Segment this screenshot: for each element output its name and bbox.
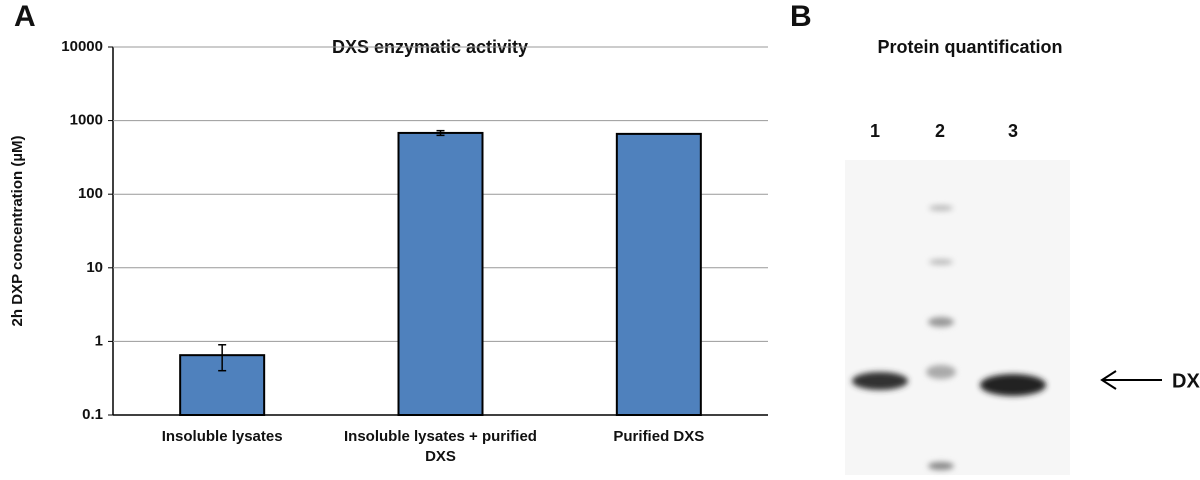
y-tick-label: 1 <box>95 332 103 349</box>
lane-label: 1 <box>870 121 880 141</box>
gel-title: Protein quantification <box>877 37 1062 57</box>
y-axis-label: 2h DXP concentration (µM) <box>9 136 26 327</box>
band-label: DXS <box>1172 370 1200 392</box>
y-tick-label: 1000 <box>70 112 103 129</box>
y-tick-label: 0.1 <box>82 406 103 423</box>
y-tick-label: 10 <box>86 259 103 276</box>
x-tick-label: Insoluble lysates + purified DXS <box>344 428 537 465</box>
panel-label: A <box>14 0 36 33</box>
lane-label: 3 <box>1008 121 1018 141</box>
arrow <box>1100 370 1162 390</box>
error-bar <box>218 344 227 372</box>
error-bar <box>436 129 445 137</box>
x-tick-label: Insoluble lysates <box>161 428 283 445</box>
y-tick-label: 100 <box>78 185 103 202</box>
bar <box>615 132 702 416</box>
x-tick-label: Purified DXS <box>613 428 705 445</box>
gel-image <box>845 160 1070 475</box>
lane-label: 2 <box>935 121 945 141</box>
bar <box>397 131 484 416</box>
y-tick-label: 10000 <box>61 38 103 55</box>
panel-label: B <box>790 0 812 33</box>
